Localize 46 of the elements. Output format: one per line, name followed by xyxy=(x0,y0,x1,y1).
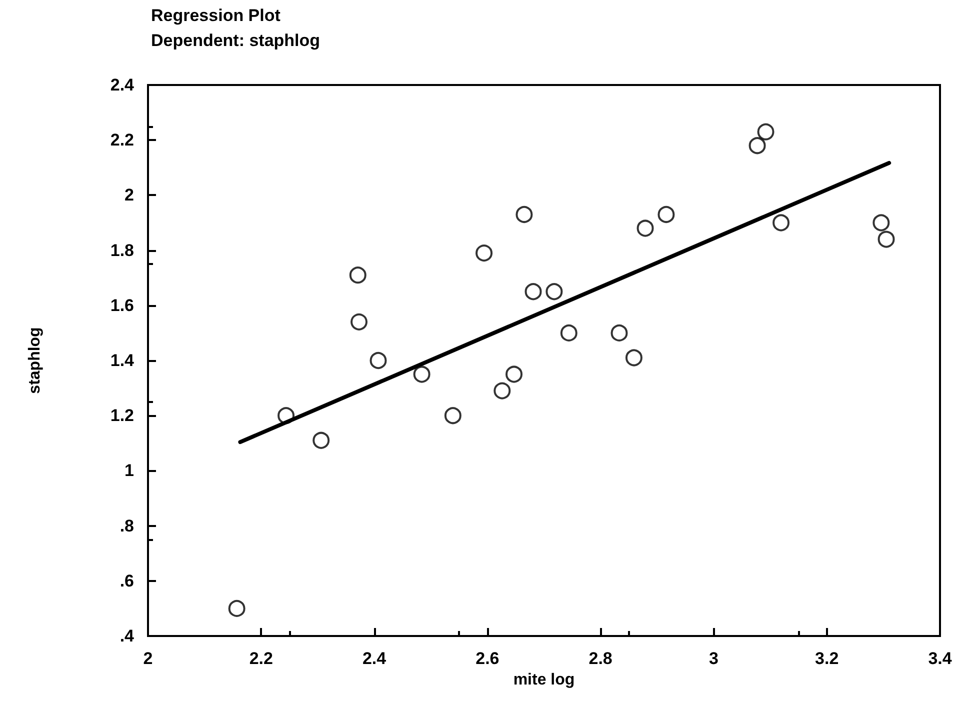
y-tick-label: 2.2 xyxy=(110,130,134,150)
point xyxy=(476,244,493,262)
x-axis-title: mite log xyxy=(513,671,575,688)
point xyxy=(772,214,790,232)
point xyxy=(413,366,430,383)
point xyxy=(872,214,890,232)
x-tick-label: 3 xyxy=(708,649,718,668)
point xyxy=(228,600,246,617)
point xyxy=(757,123,774,140)
chart-title: Regression Plot xyxy=(151,6,281,25)
chart-subtitle: Dependent: staphlog xyxy=(151,31,320,50)
y-tick-label: 1.8 xyxy=(110,240,134,260)
x-tick-label: 2.4 xyxy=(362,649,387,668)
y-tick-label: .4 xyxy=(120,626,135,646)
y-tick-label: 1 xyxy=(124,461,134,480)
y-tick-label: 1.2 xyxy=(110,406,134,426)
point xyxy=(444,407,462,424)
y-axis-title: staphlog xyxy=(26,327,44,394)
point xyxy=(610,324,628,342)
point xyxy=(546,283,563,300)
y-tick-label: 1.4 xyxy=(110,351,135,370)
point xyxy=(516,206,533,223)
point xyxy=(560,324,578,342)
point xyxy=(748,137,766,154)
x-tick-label: 2.2 xyxy=(249,649,273,668)
point xyxy=(658,206,675,223)
point xyxy=(636,220,654,237)
y-tick-label: 2.4 xyxy=(110,76,135,94)
point xyxy=(625,349,642,366)
point xyxy=(524,283,542,300)
y-tick-label: 2 xyxy=(124,186,134,205)
point xyxy=(506,366,523,383)
x-tick-label: 3.4 xyxy=(928,649,952,668)
point xyxy=(370,352,387,369)
y-tick-label: 1.6 xyxy=(110,296,134,315)
x-tick-label: 2.8 xyxy=(588,649,612,668)
point xyxy=(350,313,368,330)
point xyxy=(494,382,511,400)
y-tick-label: .8 xyxy=(120,516,134,536)
point xyxy=(349,266,366,284)
y-tick-label: .6 xyxy=(120,571,134,590)
x-tick-label: 3.2 xyxy=(815,649,839,668)
point xyxy=(312,432,330,449)
x-tick-label: 2 xyxy=(143,649,153,668)
x-tick-label: 2.6 xyxy=(476,649,500,668)
point xyxy=(878,230,895,248)
